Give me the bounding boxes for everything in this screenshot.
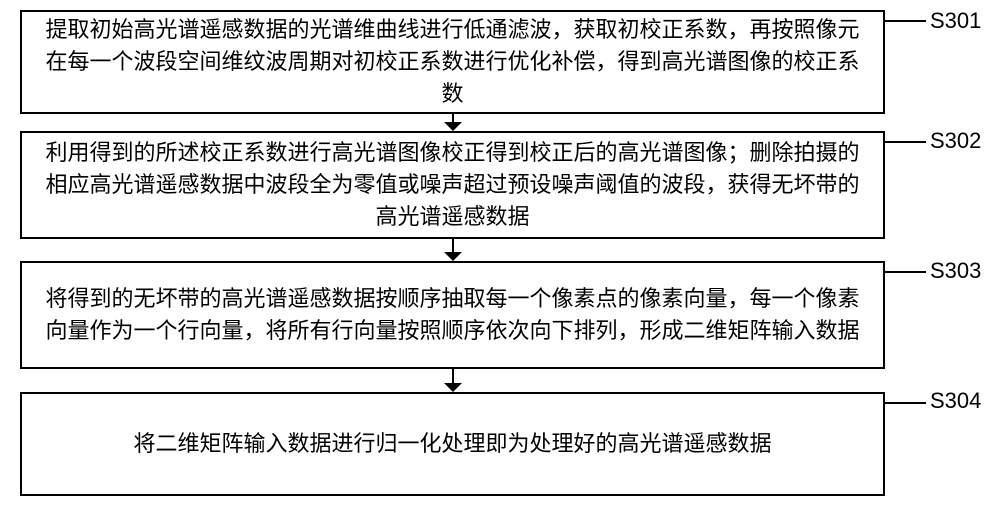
step-text: 利用得到的所述校正系数进行高光谱图像校正得到校正后的高光谱图像；删除拍摄的相应高… (40, 137, 865, 233)
connector-line (452, 114, 454, 122)
step-text: 将得到的无坏带的高光谱遥感数据按顺序抽取每一个像素点的像素向量，每一个像素向量作… (40, 283, 865, 347)
lead-line (885, 271, 926, 273)
step-label-s303: S303 (930, 258, 981, 284)
step-box-s304: 将二维矩阵输入数据进行归一化处理即为处理好的高光谱遥感数据 (20, 392, 885, 496)
arrow-down-icon (444, 383, 462, 392)
step-label-s304: S304 (930, 388, 981, 414)
step-text: 将二维矩阵输入数据进行归一化处理即为处理好的高光谱遥感数据 (133, 428, 771, 460)
step-box-s302: 利用得到的所述校正系数进行高光谱图像校正得到校正后的高光谱图像；删除拍摄的相应高… (20, 131, 885, 239)
step-box-s303: 将得到的无坏带的高光谱遥感数据按顺序抽取每一个像素点的像素向量，每一个像素向量作… (20, 261, 885, 369)
flowchart-container: 提取初始高光谱遥感数据的光谱维曲线进行低通滤波，获取初校正系数，再按照像元在每一… (0, 0, 1000, 511)
step-box-s301: 提取初始高光谱遥感数据的光谱维曲线进行低通滤波，获取初校正系数，再按照像元在每一… (20, 10, 885, 114)
connector-line (452, 239, 454, 252)
step-label-s301: S301 (930, 8, 981, 34)
arrow-down-icon (444, 252, 462, 261)
connector-line (452, 369, 454, 383)
step-label-s302: S302 (930, 128, 981, 154)
step-text: 提取初始高光谱遥感数据的光谱维曲线进行低通滤波，获取初校正系数，再按照像元在每一… (40, 14, 865, 110)
arrow-down-icon (444, 122, 462, 131)
lead-line (885, 402, 926, 404)
lead-line (885, 141, 926, 143)
lead-line (885, 20, 926, 22)
